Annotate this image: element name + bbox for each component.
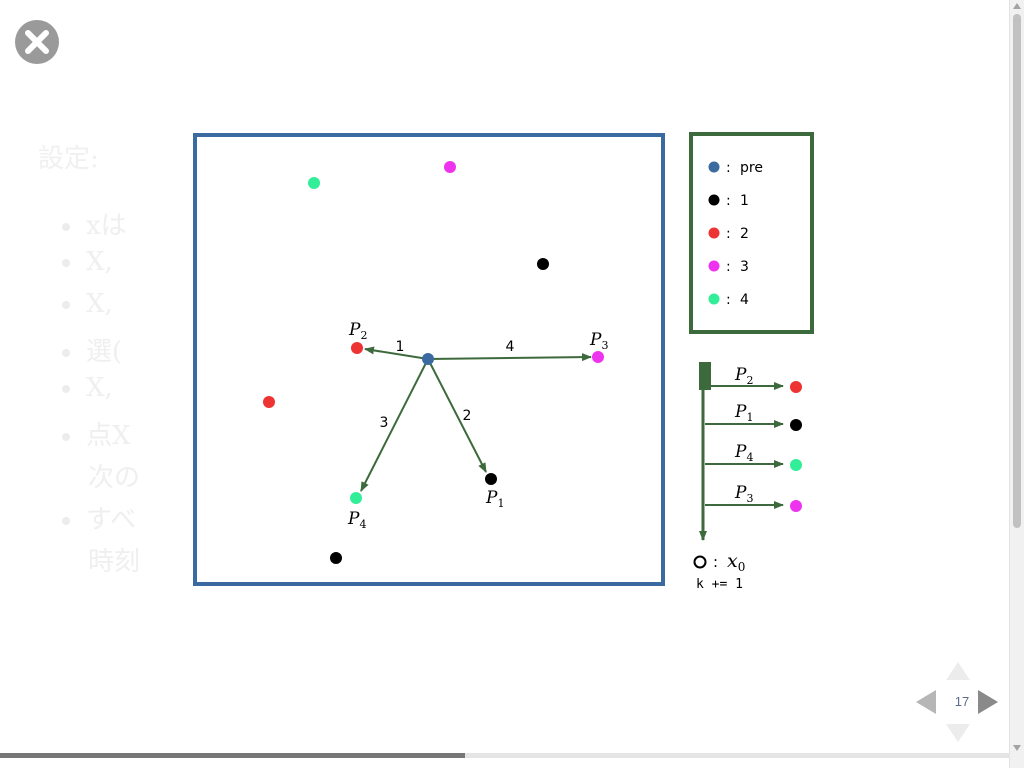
- arrow-label-1: 1: [396, 339, 405, 355]
- legend-dot-3: [708, 260, 720, 272]
- arrow-label-3: 3: [380, 415, 389, 431]
- point-cat3: [444, 161, 456, 173]
- arrow-label-2: 2: [463, 408, 472, 424]
- arrow-to-p1: [427, 358, 487, 473]
- result-label: x0: [727, 550, 745, 574]
- result-sep: :: [713, 553, 718, 571]
- point-cat1: [330, 552, 342, 564]
- label-p3: P3: [589, 330, 608, 352]
- legend-sep: :: [726, 226, 731, 242]
- close-icon: [25, 30, 49, 54]
- increment-text: k += 1: [696, 577, 743, 592]
- slide-progress-bar: [0, 753, 1010, 758]
- queue-dot-cat2: [790, 381, 802, 393]
- legend-sep: :: [726, 292, 731, 308]
- legend-sep: :: [726, 259, 731, 275]
- queue-label: P4: [734, 442, 753, 464]
- legend-label-4: 4: [740, 292, 749, 308]
- scrollbar-thumb[interactable]: [1013, 14, 1021, 528]
- nav-down-arrow-icon[interactable]: [946, 724, 970, 742]
- label-p2: P2: [348, 320, 367, 342]
- legend-sep: :: [726, 160, 731, 176]
- background-bullet: すべ: [62, 499, 136, 536]
- queue-dot-cat3: [790, 500, 802, 512]
- scroll-up-arrow-icon[interactable]: [1013, 3, 1021, 9]
- legend-sep: :: [726, 193, 731, 209]
- legend-label-2: 2: [740, 226, 749, 242]
- background-bullet: 時刻: [88, 547, 141, 577]
- point-cat4: [308, 177, 320, 189]
- nav-prev-arrow-icon[interactable]: [916, 690, 936, 714]
- legend-dot-1: [708, 194, 720, 206]
- vertical-scrollbar[interactable]: [1009, 0, 1024, 768]
- background-title: 設定:: [38, 144, 99, 174]
- arrow-to-p4: [360, 358, 429, 492]
- background-bullet: X,: [62, 247, 113, 277]
- legend-label-1: 1: [740, 193, 749, 209]
- legend-dot-2: [708, 227, 720, 239]
- background-bullet: 点X: [62, 415, 131, 452]
- queue-label: P2: [734, 365, 753, 387]
- legend-dot-pre: [708, 161, 720, 173]
- queue-label: P3: [734, 483, 753, 505]
- slide-navigation: 17: [914, 660, 1004, 746]
- arrow-to-p3: [427, 353, 592, 362]
- arrow-label-4: 4: [506, 339, 515, 355]
- diagram: : pre : 1 : 2 : 3 : 4 1 4 3 2 P2 P3 P4 P…: [193, 132, 814, 592]
- point-cat1: [537, 258, 549, 270]
- background-bullet: 選(: [62, 331, 122, 368]
- close-button[interactable]: [15, 20, 59, 64]
- legend-label-pre: pre: [740, 160, 763, 176]
- label-p1: P1: [485, 488, 504, 510]
- queue-diagram: P2 P1 P4 P3 : x0 k += 1: [693, 362, 802, 592]
- slide-progress-fill: [0, 753, 465, 758]
- slide-number: 17: [954, 694, 970, 709]
- background-bullet: 次の: [88, 463, 141, 493]
- arrow-to-p2: [364, 346, 429, 360]
- background-bullet: X,: [62, 373, 113, 403]
- queue-label: P1: [734, 402, 753, 424]
- main-frame: [193, 133, 665, 586]
- scroll-down-arrow-icon[interactable]: [1013, 745, 1021, 751]
- queue-dot-cat4: [790, 459, 802, 471]
- result-empty-circle: [693, 555, 707, 569]
- queue-dot-cat1: [790, 419, 802, 431]
- label-p4: P4: [347, 509, 366, 531]
- point-p4: [350, 492, 362, 504]
- background-bullet: X,: [62, 289, 113, 319]
- point-p2: [351, 342, 363, 354]
- point-p3: [592, 351, 604, 363]
- nav-up-arrow-icon[interactable]: [946, 662, 970, 680]
- point-pre: [422, 353, 434, 365]
- background-bullet: xは: [62, 205, 127, 242]
- point-cat2: [263, 396, 275, 408]
- legend-frame: [689, 132, 814, 334]
- legend-label-3: 3: [740, 259, 749, 275]
- nav-next-arrow-icon[interactable]: [978, 690, 998, 714]
- point-p1: [485, 473, 497, 485]
- legend: : pre : 1 : 2 : 3 : 4: [708, 160, 763, 308]
- legend-dot-4: [708, 293, 720, 305]
